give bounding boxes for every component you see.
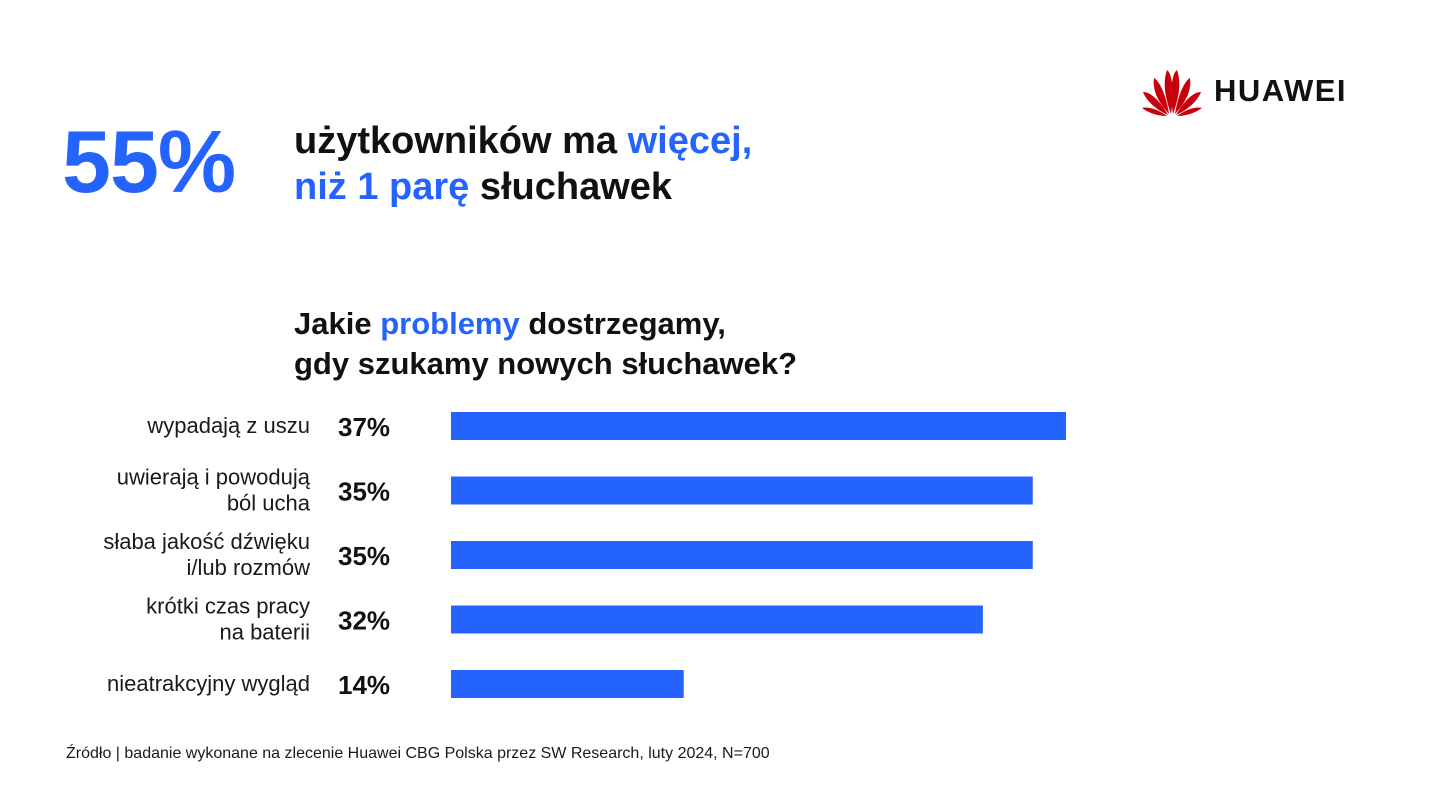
headline-line-1-text: użytkowników ma [294, 120, 628, 162]
category-label-line: wypadają z uszu [146, 413, 310, 438]
bar [451, 412, 1066, 440]
headline-line-1: użytkowników ma więcej, [294, 118, 752, 164]
huawei-logo: HUAWEI [1140, 66, 1347, 116]
category-label-line: ból ucha [227, 491, 311, 516]
source-footnote: Źródło | badanie wykonane na zlecenie Hu… [66, 745, 770, 762]
category-label-line: na baterii [219, 620, 310, 645]
category-label-line: i/lub rozmów [187, 555, 311, 580]
question-line-2: gdy szukamy nowych słuchawek? [294, 346, 798, 381]
value-label: 35% [338, 541, 390, 571]
problems-bar-chart: wypadają z uszu 37% uwierają i powodują ból… [103, 412, 1066, 700]
huawei-wordmark: HUAWEI [1214, 73, 1347, 108]
bar [451, 476, 1033, 505]
chart-question: Jakie problemy dostrzegamy, gdy szukamy … [294, 304, 797, 384]
category-label-line: krótki czas pracy [146, 594, 310, 619]
category-label: krótki czas pracy na baterii [146, 594, 310, 645]
bar [451, 670, 684, 698]
category-label-line: uwierają i powodują [117, 465, 311, 490]
headline-line-2-accent: niż 1 parę [294, 166, 470, 208]
value-label: 35% [338, 477, 390, 507]
category-label: wypadają z uszu [146, 413, 310, 438]
question-line-1-start: Jakie [294, 306, 381, 341]
headline-text: użytkowników ma więcej, niż 1 parę słuch… [294, 118, 752, 210]
category-label-line: słaba jakość dźwięku [103, 529, 310, 554]
headline-line-1-accent: więcej, [627, 120, 753, 162]
category-label-line: nieatrakcyjny wygląd [107, 671, 310, 696]
category-label: nieatrakcyjny wygląd [107, 671, 310, 696]
question-line-1-accent: problemy [380, 306, 520, 341]
value-label: 14% [338, 670, 390, 700]
question-line-1-end: dostrzegamy, [519, 306, 726, 341]
value-label: 37% [338, 412, 390, 442]
bar [451, 605, 983, 634]
headline-line-2-text: słuchawek [469, 166, 673, 208]
question-line-1: Jakie problemy dostrzegamy, [294, 304, 797, 344]
bar [451, 541, 1033, 569]
headline-stat: 55% [62, 112, 236, 211]
huawei-flower-icon [1142, 70, 1202, 116]
value-label: 32% [338, 606, 390, 636]
headline-line-2: niż 1 parę słuchawek [294, 164, 752, 210]
category-label: uwierają i powodują ból ucha [117, 465, 311, 516]
category-label: słaba jakość dźwięku i/lub rozmów [103, 529, 310, 580]
